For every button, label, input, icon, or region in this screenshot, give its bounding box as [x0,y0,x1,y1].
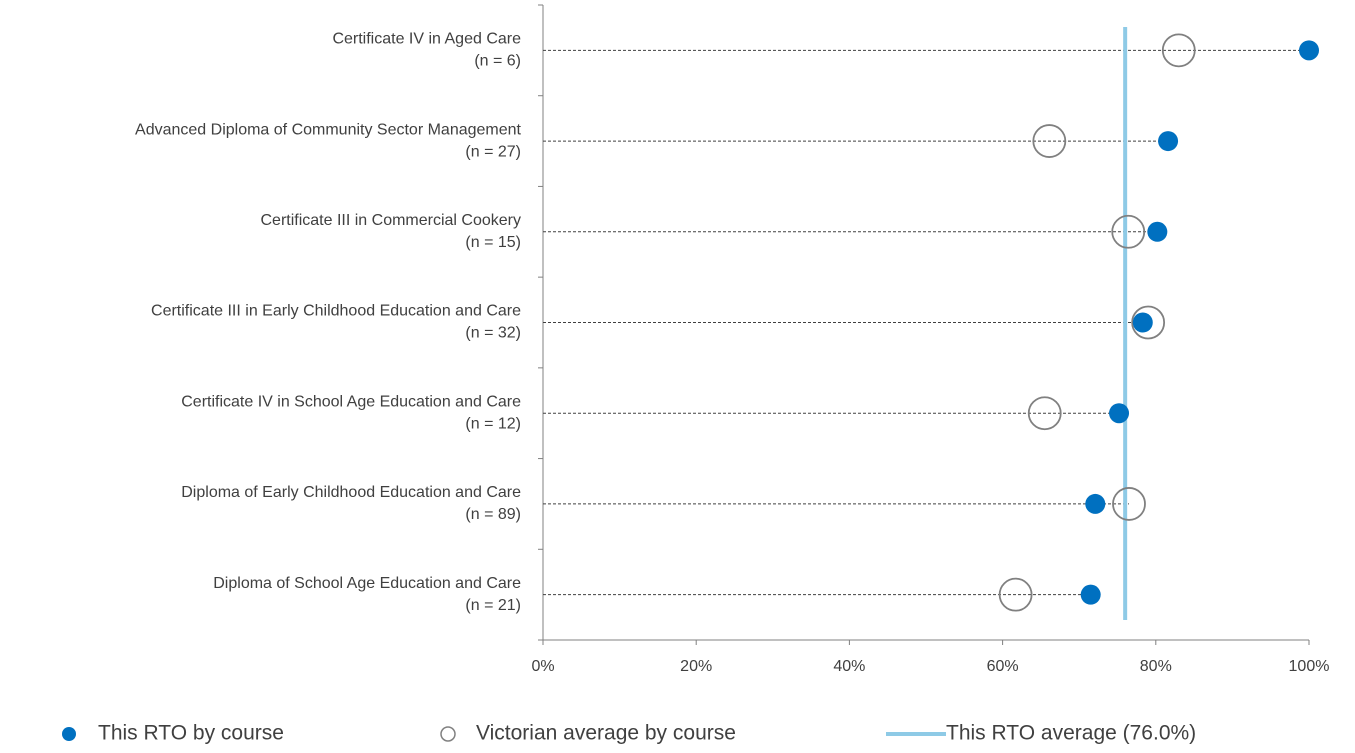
rto-dot [1147,221,1168,242]
legend-label: This RTO by course [98,722,284,745]
category-count: (n = 6) [474,53,521,70]
x-tick-label: 0% [531,658,554,675]
category-count: (n = 12) [465,415,521,432]
legend-label: This RTO average (76.0%) [946,722,1196,745]
category-count: (n = 15) [465,234,521,251]
category-count: (n = 21) [465,597,521,614]
legend-marker [440,726,456,742]
victorian-dot [1027,396,1062,431]
victorian-dot [1131,305,1166,340]
category-label: Certificate IV in Aged Care [332,31,521,48]
victorian-dot [1161,33,1196,68]
category-count: (n = 32) [465,325,521,342]
x-tick-label: 100% [1289,658,1330,675]
victorian-dot [1112,487,1146,521]
x-tick-label: 60% [987,658,1019,675]
category-count: (n = 27) [465,143,521,160]
category-label: Certificate III in Early Childhood Educa… [151,303,521,320]
category-label: Diploma of Early Childhood Education and… [181,484,521,501]
x-tick-label: 80% [1140,658,1172,675]
victorian-dot [998,577,1033,612]
rto-dot [1080,584,1101,605]
victorian-dot [1032,124,1067,158]
x-tick-label: 20% [680,658,712,675]
category-count: (n = 89) [465,506,521,523]
category-label: Advanced Diploma of Community Sector Man… [135,121,522,138]
category-label: Certificate IV in School Age Education a… [181,393,521,410]
legend-marker [62,727,76,741]
victorian-dot [1111,214,1146,249]
legend-label: Victorian average by course [476,722,736,745]
rto-dot [1109,403,1130,424]
category-label: Certificate III in Commercial Cookery [260,212,521,229]
rto-dot [1085,493,1106,514]
rto-dot [1158,131,1179,152]
rto-dot [1299,40,1319,61]
x-tick-label: 40% [833,658,865,675]
category-label: Diploma of School Age Education and Care [213,575,521,592]
rto-dot [1132,312,1153,333]
